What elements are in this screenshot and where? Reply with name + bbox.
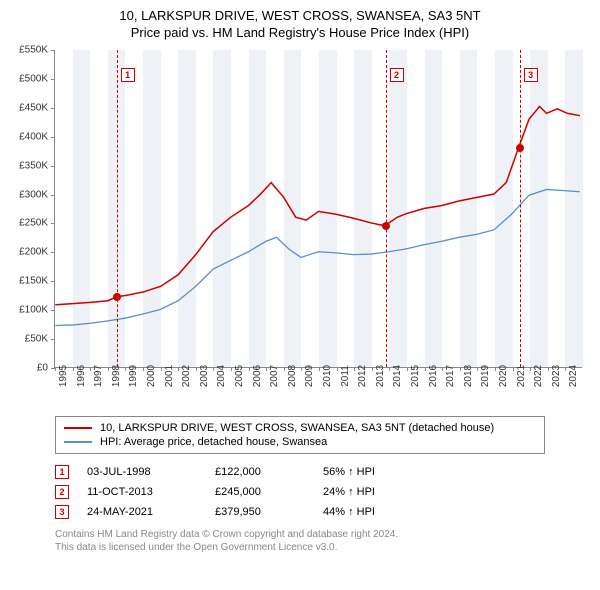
x-tick-label: 2000 <box>146 365 157 387</box>
x-tick-label: 2018 <box>463 365 474 387</box>
series-property <box>55 107 580 305</box>
x-tick-label: 2003 <box>199 365 210 387</box>
sales-row-price: £245,000 <box>215 486 305 498</box>
sales-row-hpi: 44% ↑ HPI <box>323 506 375 518</box>
y-tick-label: £200K <box>19 247 48 258</box>
y-tick-label: £500K <box>19 73 48 84</box>
sales-row-date: 24-MAY-2021 <box>87 506 197 518</box>
sale-marker-box: 3 <box>524 68 538 82</box>
title-block: 10, LARKSPUR DRIVE, WEST CROSS, SWANSEA,… <box>10 8 590 40</box>
sales-row: 3 24-MAY-2021 £379,950 44% ↑ HPI <box>55 502 545 522</box>
sales-row-marker: 2 <box>55 485 69 499</box>
x-tick-label: 2017 <box>445 365 456 387</box>
x-tick-label: 2024 <box>568 365 579 387</box>
sales-row-date: 11-OCT-2013 <box>87 486 197 498</box>
chart-wrap: £0 £50K £100K £150K £200K £250K £300K £350K £400… <box>10 44 590 414</box>
sale-dot <box>113 293 121 301</box>
sales-row-marker: 1 <box>55 465 69 479</box>
line-series-svg <box>55 50 582 367</box>
x-tick-label: 2014 <box>392 365 403 387</box>
legend-row: 10, LARKSPUR DRIVE, WEST CROSS, SWANSEA,… <box>64 421 536 435</box>
y-tick-label: £150K <box>19 276 48 287</box>
x-tick-label: 2010 <box>322 365 333 387</box>
x-tick-label: 2008 <box>287 365 298 387</box>
x-tick-label: 1996 <box>76 365 87 387</box>
y-tick-label: £550K <box>19 45 48 56</box>
legend-label: 10, LARKSPUR DRIVE, WEST CROSS, SWANSEA,… <box>100 422 494 434</box>
y-tick-label: £100K <box>19 305 48 316</box>
y-tick-label: £250K <box>19 218 48 229</box>
sale-vertical-line <box>117 50 118 367</box>
x-axis-labels: 1995199619971998199920002001200220032004… <box>54 370 582 414</box>
y-tick-label: £350K <box>19 160 48 171</box>
x-tick-label: 1995 <box>58 365 69 387</box>
sale-vertical-line <box>520 50 521 367</box>
y-axis-labels: £0£50K£100K£150K£200K£250K£300K£350K£400… <box>10 50 52 368</box>
legend-row: HPI: Average price, detached house, Swan… <box>64 435 536 449</box>
sales-row-price: £122,000 <box>215 466 305 478</box>
series-hpi <box>55 189 580 325</box>
x-tick-label: 2011 <box>340 365 351 387</box>
y-tick-label: £300K <box>19 189 48 200</box>
title-line2: Price paid vs. HM Land Registry's House … <box>10 25 590 40</box>
plot-area: 1 2 3 <box>54 50 582 368</box>
x-tick-label: 1997 <box>93 365 104 387</box>
x-tick-label: 2015 <box>410 365 421 387</box>
sales-row: 2 11-OCT-2013 £245,000 24% ↑ HPI <box>55 482 545 502</box>
sale-dot <box>382 222 390 230</box>
x-tick-label: 2019 <box>480 365 491 387</box>
y-tick-label: £400K <box>19 131 48 142</box>
sales-row: 1 03-JUL-1998 £122,000 56% ↑ HPI <box>55 462 545 482</box>
sales-row-date: 03-JUL-1998 <box>87 466 197 478</box>
footer-line1: Contains HM Land Registry data © Crown c… <box>55 528 545 541</box>
y-tick-label: £0 <box>37 363 48 374</box>
x-tick-label: 2009 <box>304 365 315 387</box>
y-tick-label: £50K <box>25 334 48 345</box>
sale-dot <box>516 144 524 152</box>
footer: Contains HM Land Registry data © Crown c… <box>55 528 545 554</box>
x-tick-label: 2022 <box>533 365 544 387</box>
x-tick-label: 2007 <box>269 365 280 387</box>
legend-label: HPI: Average price, detached house, Swan… <box>100 436 327 448</box>
x-tick-label: 2016 <box>428 365 439 387</box>
chart-container: 10, LARKSPUR DRIVE, WEST CROSS, SWANSEA,… <box>0 0 600 562</box>
sales-row-marker: 3 <box>55 505 69 519</box>
sales-row-price: £379,950 <box>215 506 305 518</box>
x-tick-label: 2002 <box>181 365 192 387</box>
x-tick-label: 1998 <box>111 365 122 387</box>
x-tick-label: 2006 <box>252 365 263 387</box>
sale-marker-box: 2 <box>390 68 404 82</box>
sales-row-hpi: 56% ↑ HPI <box>323 466 375 478</box>
sale-vertical-line <box>386 50 387 367</box>
y-tick-label: £450K <box>19 102 48 113</box>
x-tick-label: 2013 <box>375 365 386 387</box>
sale-marker-box: 1 <box>121 68 135 82</box>
x-tick-label: 2001 <box>164 365 175 387</box>
x-tick-label: 2005 <box>234 365 245 387</box>
x-tick-label: 2023 <box>551 365 562 387</box>
x-tick-label: 2012 <box>357 365 368 387</box>
x-tick-label: 2021 <box>516 365 527 387</box>
legend-swatch <box>64 441 92 443</box>
title-line1: 10, LARKSPUR DRIVE, WEST CROSS, SWANSEA,… <box>10 8 590 23</box>
legend-swatch <box>64 427 92 429</box>
sales-row-hpi: 24% ↑ HPI <box>323 486 375 498</box>
sales-table: 1 03-JUL-1998 £122,000 56% ↑ HPI 2 11-OCT-201… <box>55 462 545 522</box>
legend-box: 10, LARKSPUR DRIVE, WEST CROSS, SWANSEA,… <box>55 416 545 454</box>
footer-line2: This data is licensed under the Open Gov… <box>55 541 545 554</box>
x-tick-label: 1999 <box>128 365 139 387</box>
x-tick-label: 2020 <box>498 365 509 387</box>
x-tick-label: 2004 <box>216 365 227 387</box>
